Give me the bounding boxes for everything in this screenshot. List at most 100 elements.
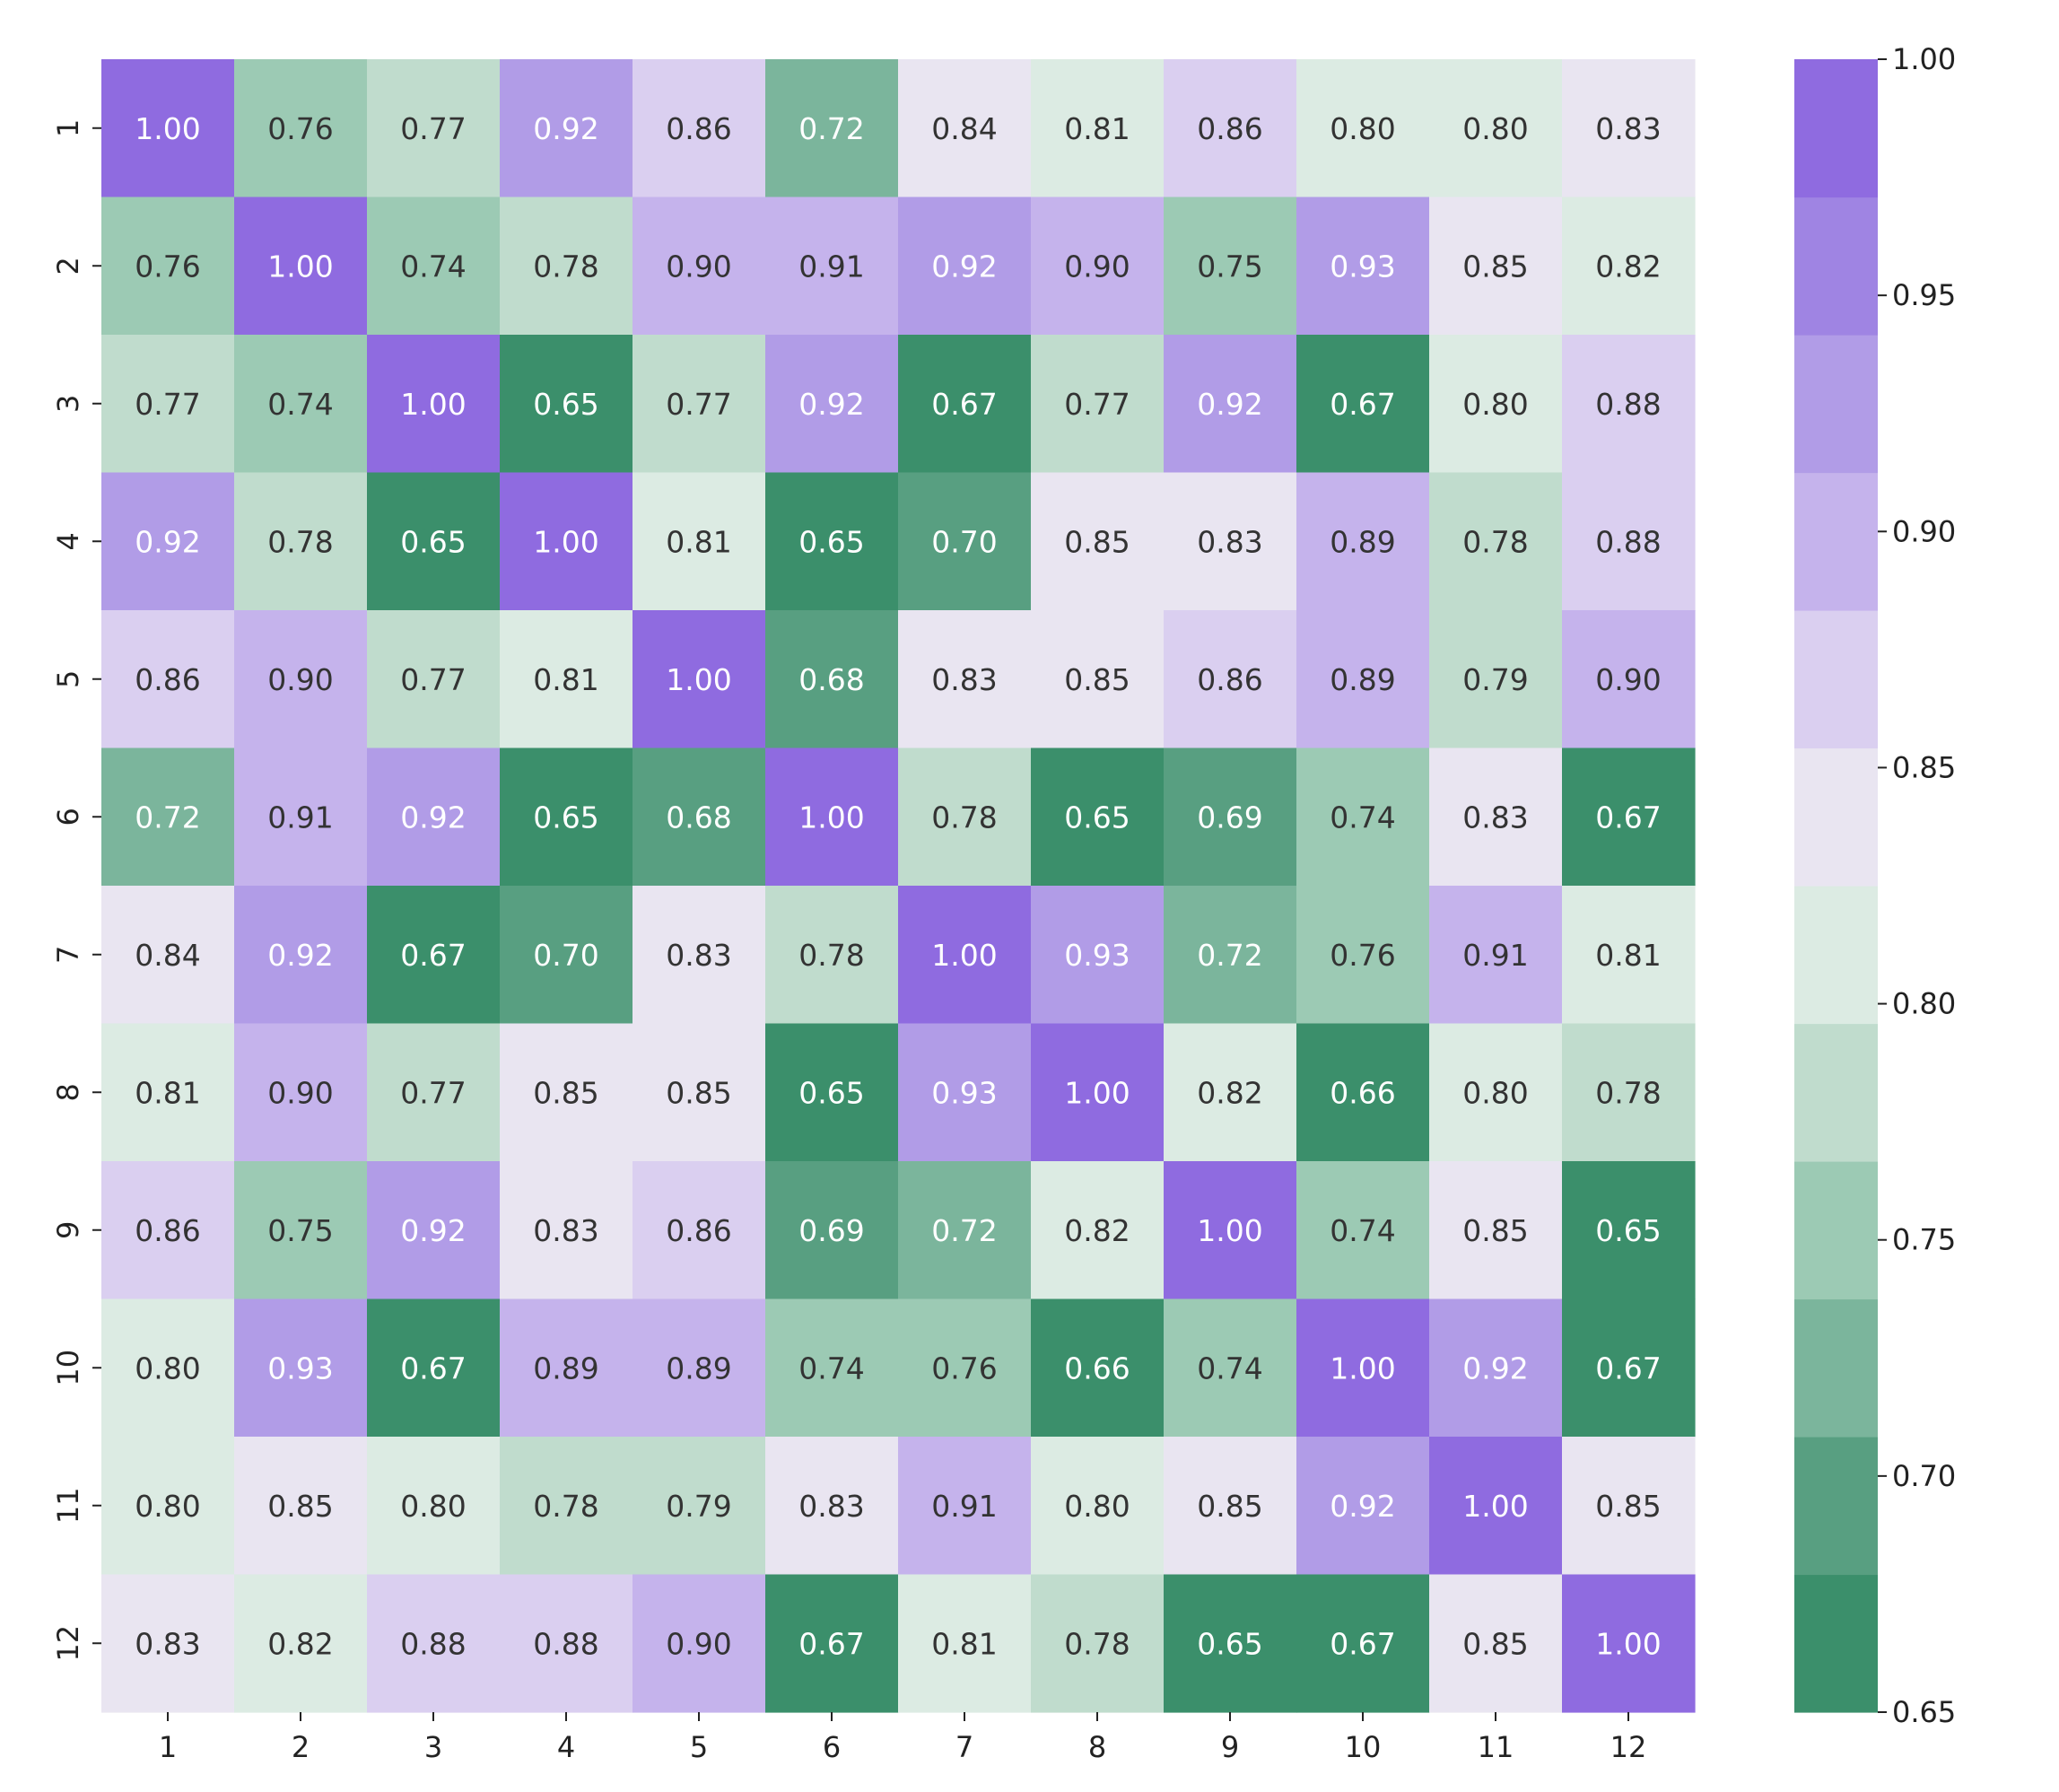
- heatmap-cell-r11-c9: [1164, 1437, 1297, 1576]
- heatmap-cell-r10-c3: [367, 1298, 501, 1438]
- cell-label-r10-c8: 0.66: [1064, 1351, 1130, 1386]
- cell-label-r9-c11: 0.85: [1462, 1213, 1528, 1248]
- cell-label-r6-c5: 0.68: [666, 800, 731, 835]
- heatmap-cell-r8-c12: [1562, 1023, 1696, 1162]
- cell-label-r6-c3: 0.92: [400, 800, 466, 835]
- cell-label-r9-c4: 0.83: [533, 1213, 598, 1248]
- heatmap-cell-r7-c9: [1164, 886, 1297, 1025]
- heatmap-cell-r5-c10: [1296, 610, 1430, 749]
- heatmap-cell-r8-c2: [234, 1023, 368, 1162]
- heatmap-cell-r3-c12: [1562, 335, 1696, 474]
- heatmap-cell-r10-c8: [1031, 1298, 1165, 1438]
- cell-label-r4-c6: 0.65: [798, 524, 864, 559]
- cell-label-r9-c10: 0.74: [1330, 1213, 1395, 1248]
- heatmap-cell-r6-c4: [500, 747, 633, 887]
- heatmap-cell-r4-c8: [1031, 472, 1165, 611]
- cell-label-r9-c5: 0.86: [666, 1213, 731, 1248]
- cell-label-r1-c1: 1.00: [135, 111, 200, 146]
- cell-label-r5-c12: 0.90: [1595, 662, 1661, 697]
- cell-label-r7-c12: 0.81: [1595, 938, 1661, 973]
- heatmap-cell-r6-c9: [1164, 747, 1297, 887]
- heatmap-cell-r10-c4: [500, 1298, 633, 1438]
- heatmap-cell-r5-c1: [101, 610, 235, 749]
- cell-label-r12-c2: 0.82: [267, 1626, 333, 1661]
- heatmap-cell-r1-c2: [234, 59, 368, 198]
- cell-label-r3-c7: 0.67: [931, 387, 997, 422]
- heatmap-cell-r9-c11: [1429, 1161, 1563, 1300]
- cell-label-r5-c1: 0.86: [135, 662, 200, 697]
- cell-label-r7-c10: 0.76: [1330, 938, 1395, 973]
- cell-label-r8-c12: 0.78: [1595, 1075, 1661, 1110]
- cell-label-r8-c10: 0.66: [1330, 1075, 1395, 1110]
- heatmap-cell-r10-c6: [765, 1298, 899, 1438]
- heatmap-cell-r1-c8: [1031, 59, 1165, 198]
- heatmap-cell-r9-c7: [898, 1161, 1032, 1300]
- cell-label-r10-c6: 0.74: [798, 1351, 864, 1386]
- cell-label-r5-c3: 0.77: [400, 662, 466, 697]
- cell-label-r5-c7: 0.83: [931, 662, 997, 697]
- heatmap-cell-r1-c11: [1429, 59, 1563, 198]
- x-tick-label-4: 4: [557, 1730, 575, 1764]
- heatmap-cell-r3-c10: [1296, 335, 1430, 474]
- cell-label-r2-c7: 0.92: [931, 249, 997, 284]
- heatmap-cell-r3-c6: [765, 335, 899, 474]
- cell-label-r12-c11: 0.85: [1462, 1626, 1528, 1661]
- colorbar-tick-label-0.75: 0.75: [1892, 1223, 1956, 1257]
- cell-label-r1-c7: 0.84: [931, 111, 997, 146]
- cell-label-r6-c1: 0.72: [135, 800, 200, 835]
- heatmap-cell-r12-c3: [367, 1574, 501, 1713]
- cell-label-r6-c8: 0.65: [1064, 800, 1130, 835]
- y-tick-label-8: 8: [51, 1083, 85, 1101]
- cell-label-r4-c3: 0.65: [400, 524, 466, 559]
- y-tick-label-10: 10: [51, 1350, 85, 1386]
- heatmap-cell-r7-c2: [234, 886, 368, 1025]
- heatmap-cell-r5-c5: [633, 610, 766, 749]
- cell-label-r4-c11: 0.78: [1462, 524, 1528, 559]
- heatmap-cell-r3-c7: [898, 335, 1032, 474]
- cell-label-r4-c1: 0.92: [135, 524, 200, 559]
- cell-label-r6-c4: 0.65: [533, 800, 598, 835]
- cell-label-r1-c2: 0.76: [267, 111, 333, 146]
- colorbar-segment-11: [1794, 197, 1878, 336]
- heatmap-cell-r11-c8: [1031, 1437, 1165, 1576]
- cell-label-r8-c9: 0.82: [1197, 1075, 1262, 1110]
- heatmap-cell-r8-c5: [633, 1023, 766, 1162]
- cell-label-r7-c9: 0.72: [1197, 938, 1262, 973]
- cell-label-r5-c9: 0.86: [1197, 662, 1262, 697]
- heatmap-cell-r6-c5: [633, 747, 766, 887]
- cell-label-r3-c10: 0.67: [1330, 387, 1395, 422]
- heatmap-cell-r10-c7: [898, 1298, 1032, 1438]
- cell-label-r7-c1: 0.84: [135, 938, 200, 973]
- heatmap-cell-r4-c1: [101, 472, 235, 611]
- heatmap-cell-r1-c1: [101, 59, 235, 198]
- colorbar-segment-7: [1794, 747, 1878, 887]
- cell-label-r5-c8: 0.85: [1064, 662, 1130, 697]
- y-tick-label-4: 4: [51, 532, 85, 550]
- cell-label-r2-c1: 0.76: [135, 249, 200, 284]
- heatmap-cell-r2-c9: [1164, 197, 1297, 336]
- x-tick-label-6: 6: [823, 1730, 841, 1764]
- x-tick-label-11: 11: [1478, 1730, 1514, 1764]
- heatmap-cell-r10-c2: [234, 1298, 368, 1438]
- heatmap-cell-r2-c11: [1429, 197, 1563, 336]
- x-tick-label-7: 7: [955, 1730, 973, 1764]
- cell-label-r1-c9: 0.86: [1197, 111, 1262, 146]
- heatmap-cell-r4-c6: [765, 472, 899, 611]
- cell-label-r9-c9: 1.00: [1197, 1213, 1262, 1248]
- heatmap-cell-r10-c5: [633, 1298, 766, 1438]
- cell-label-r3-c11: 0.80: [1462, 387, 1528, 422]
- heatmap-cell-r12-c2: [234, 1574, 368, 1713]
- heatmap-cell-r11-c6: [765, 1437, 899, 1576]
- heatmap-cell-r5-c8: [1031, 610, 1165, 749]
- heatmap-cell-r12-c1: [101, 1574, 235, 1713]
- cell-label-r5-c4: 0.81: [533, 662, 598, 697]
- y-tick-label-3: 3: [51, 395, 85, 413]
- cell-label-r4-c2: 0.78: [267, 524, 333, 559]
- heatmap-cell-r5-c9: [1164, 610, 1297, 749]
- cell-label-r12-c5: 0.90: [666, 1626, 731, 1661]
- cell-label-r11-c1: 0.80: [135, 1489, 200, 1524]
- cell-label-r2-c4: 0.78: [533, 249, 598, 284]
- heatmap-cell-r3-c2: [234, 335, 368, 474]
- colorbar-tick-label-0.85: 0.85: [1892, 750, 1956, 784]
